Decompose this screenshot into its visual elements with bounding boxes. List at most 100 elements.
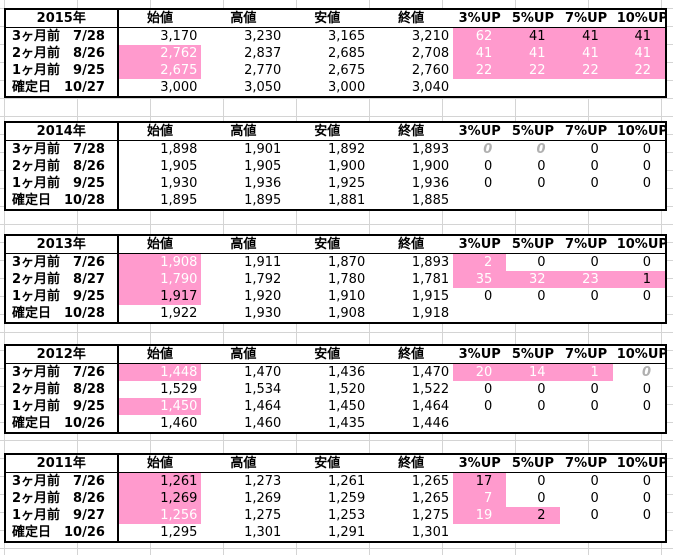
cell-p3[interactable]: 22	[453, 62, 507, 79]
cell-low[interactable]: 1,520	[328, 382, 366, 397]
cell-open[interactable]: 1,450	[117, 398, 202, 415]
cell-p10[interactable]: 0	[612, 490, 668, 507]
row-label[interactable]: 確定日 10/28	[4, 192, 119, 211]
header-p7[interactable]: 7%UP	[559, 8, 613, 28]
cell-close[interactable]: 1,275	[411, 508, 450, 523]
year-label[interactable]: 2015年	[4, 8, 119, 28]
row-label[interactable]: 3ヶ月前 7/26	[4, 472, 119, 490]
cell-p7[interactable]	[559, 192, 613, 211]
cell-p10[interactable]: 0	[612, 288, 668, 305]
cell-p5[interactable]	[506, 415, 560, 434]
cell-close[interactable]: 1,900	[411, 159, 450, 174]
cell-low[interactable]: 1,892	[328, 142, 366, 157]
row-label[interactable]: 3ヶ月前 7/28	[4, 140, 119, 158]
header-p3[interactable]: 3%UP	[453, 344, 507, 364]
header-p10[interactable]: 10%UP	[612, 8, 668, 28]
cell-p3[interactable]: 20	[453, 363, 507, 381]
cell-p10[interactable]	[612, 192, 668, 211]
cell-p5[interactable]: 32	[506, 271, 560, 288]
header-high[interactable]: 高値	[201, 234, 286, 254]
header-p7[interactable]: 7%UP	[559, 344, 613, 364]
header-close[interactable]: 終値	[369, 234, 454, 254]
cell-high[interactable]: 1,895	[201, 192, 286, 211]
cell-high[interactable]: 3,050	[201, 79, 286, 98]
header-open[interactable]: 始値	[117, 344, 202, 364]
cell-open[interactable]: 1,930	[160, 176, 198, 191]
cell-p7[interactable]: 0	[590, 508, 599, 523]
cell-p3[interactable]: 19	[453, 507, 507, 524]
cell-p10[interactable]: 1	[612, 271, 668, 288]
cell-high[interactable]: 1,460	[201, 415, 286, 434]
cell-high[interactable]: 3,230	[244, 29, 282, 44]
cell-open[interactable]: 1,895	[117, 192, 202, 211]
header-p5[interactable]: 5%UP	[506, 121, 560, 141]
cell-p3[interactable]: 0	[484, 289, 493, 304]
cell-p5[interactable]: 41	[506, 27, 560, 45]
cell-p5[interactable]	[506, 524, 560, 543]
header-p10[interactable]: 10%UP	[612, 453, 668, 473]
cell-p3[interactable]	[453, 305, 507, 324]
cell-close[interactable]: 1,915	[411, 289, 450, 304]
cell-p3[interactable]: 17	[453, 472, 507, 490]
header-open[interactable]: 始値	[117, 121, 202, 141]
cell-p3[interactable]	[453, 524, 507, 543]
row-label[interactable]: 3ヶ月前 7/26	[4, 253, 119, 271]
cell-p5[interactable]	[506, 192, 560, 211]
cell-p5[interactable]: 41	[506, 45, 560, 62]
cell-p5[interactable]: 14	[506, 363, 560, 381]
row-label[interactable]: 1ヶ月前 9/25	[4, 398, 119, 415]
cell-low[interactable]: 2,685	[328, 46, 366, 61]
header-p5[interactable]: 5%UP	[506, 234, 560, 254]
cell-low[interactable]: 3,165	[328, 29, 366, 44]
header-p7[interactable]: 7%UP	[559, 121, 613, 141]
header-close[interactable]: 終値	[369, 8, 454, 28]
cell-p10[interactable]: 41	[612, 45, 668, 62]
cell-p3[interactable]: 0	[484, 399, 493, 414]
cell-p7[interactable]: 41	[559, 45, 613, 62]
cell-high[interactable]: 1,792	[244, 272, 282, 287]
cell-close[interactable]: 2,708	[411, 46, 450, 61]
cell-open[interactable]: 3,170	[160, 29, 198, 44]
header-low[interactable]: 安値	[285, 453, 370, 473]
cell-p10[interactable]: 22	[612, 62, 668, 79]
cell-p10[interactable]: 0	[612, 381, 668, 398]
row-label[interactable]: 1ヶ月前 9/25	[4, 288, 119, 305]
cell-p3[interactable]: 0	[484, 176, 493, 191]
cell-p10[interactable]: 41	[612, 27, 668, 45]
cell-close[interactable]: 3,040	[369, 79, 454, 98]
cell-p7[interactable]	[559, 305, 613, 324]
cell-low[interactable]: 1,261	[328, 474, 366, 489]
header-p5[interactable]: 5%UP	[506, 8, 560, 28]
cell-p10[interactable]: 0	[612, 158, 668, 175]
cell-p7[interactable]: 23	[559, 271, 613, 288]
cell-low[interactable]: 1,910	[328, 289, 366, 304]
cell-high[interactable]: 1,901	[244, 142, 282, 157]
header-high[interactable]: 高値	[201, 121, 286, 141]
cell-p10[interactable]: 0	[612, 507, 668, 524]
cell-open[interactable]: 1,295	[117, 524, 202, 543]
cell-high[interactable]: 1,464	[244, 399, 282, 414]
header-low[interactable]: 安値	[285, 121, 370, 141]
cell-p3[interactable]: 35	[453, 271, 507, 288]
cell-low[interactable]: 1,259	[328, 491, 366, 506]
cell-open[interactable]: 1,898	[160, 142, 198, 157]
cell-p10[interactable]: 0	[612, 140, 668, 158]
cell-open[interactable]: 1,256	[117, 507, 202, 524]
cell-p10[interactable]: 0	[612, 253, 668, 271]
cell-p10[interactable]: 0	[612, 175, 668, 192]
header-open[interactable]: 始値	[117, 8, 202, 28]
cell-close[interactable]: 1,893	[411, 142, 450, 157]
row-label[interactable]: 2ヶ月前 8/26	[4, 158, 119, 175]
row-label[interactable]: 確定日 10/26	[4, 524, 119, 543]
cell-p10[interactable]	[612, 415, 668, 434]
row-label[interactable]: 2ヶ月前 8/26	[4, 45, 119, 62]
cell-p7[interactable]: 0	[590, 399, 599, 414]
cell-close[interactable]: 1,918	[369, 305, 454, 324]
cell-low[interactable]: 2,675	[328, 63, 366, 78]
cell-low[interactable]: 1,908	[285, 305, 370, 324]
row-label[interactable]: 確定日 10/28	[4, 305, 119, 324]
cell-open[interactable]: 1,261	[117, 472, 202, 490]
cell-close[interactable]: 3,210	[411, 29, 450, 44]
cell-high[interactable]: 1,936	[244, 176, 282, 191]
cell-high[interactable]: 2,837	[244, 46, 282, 61]
